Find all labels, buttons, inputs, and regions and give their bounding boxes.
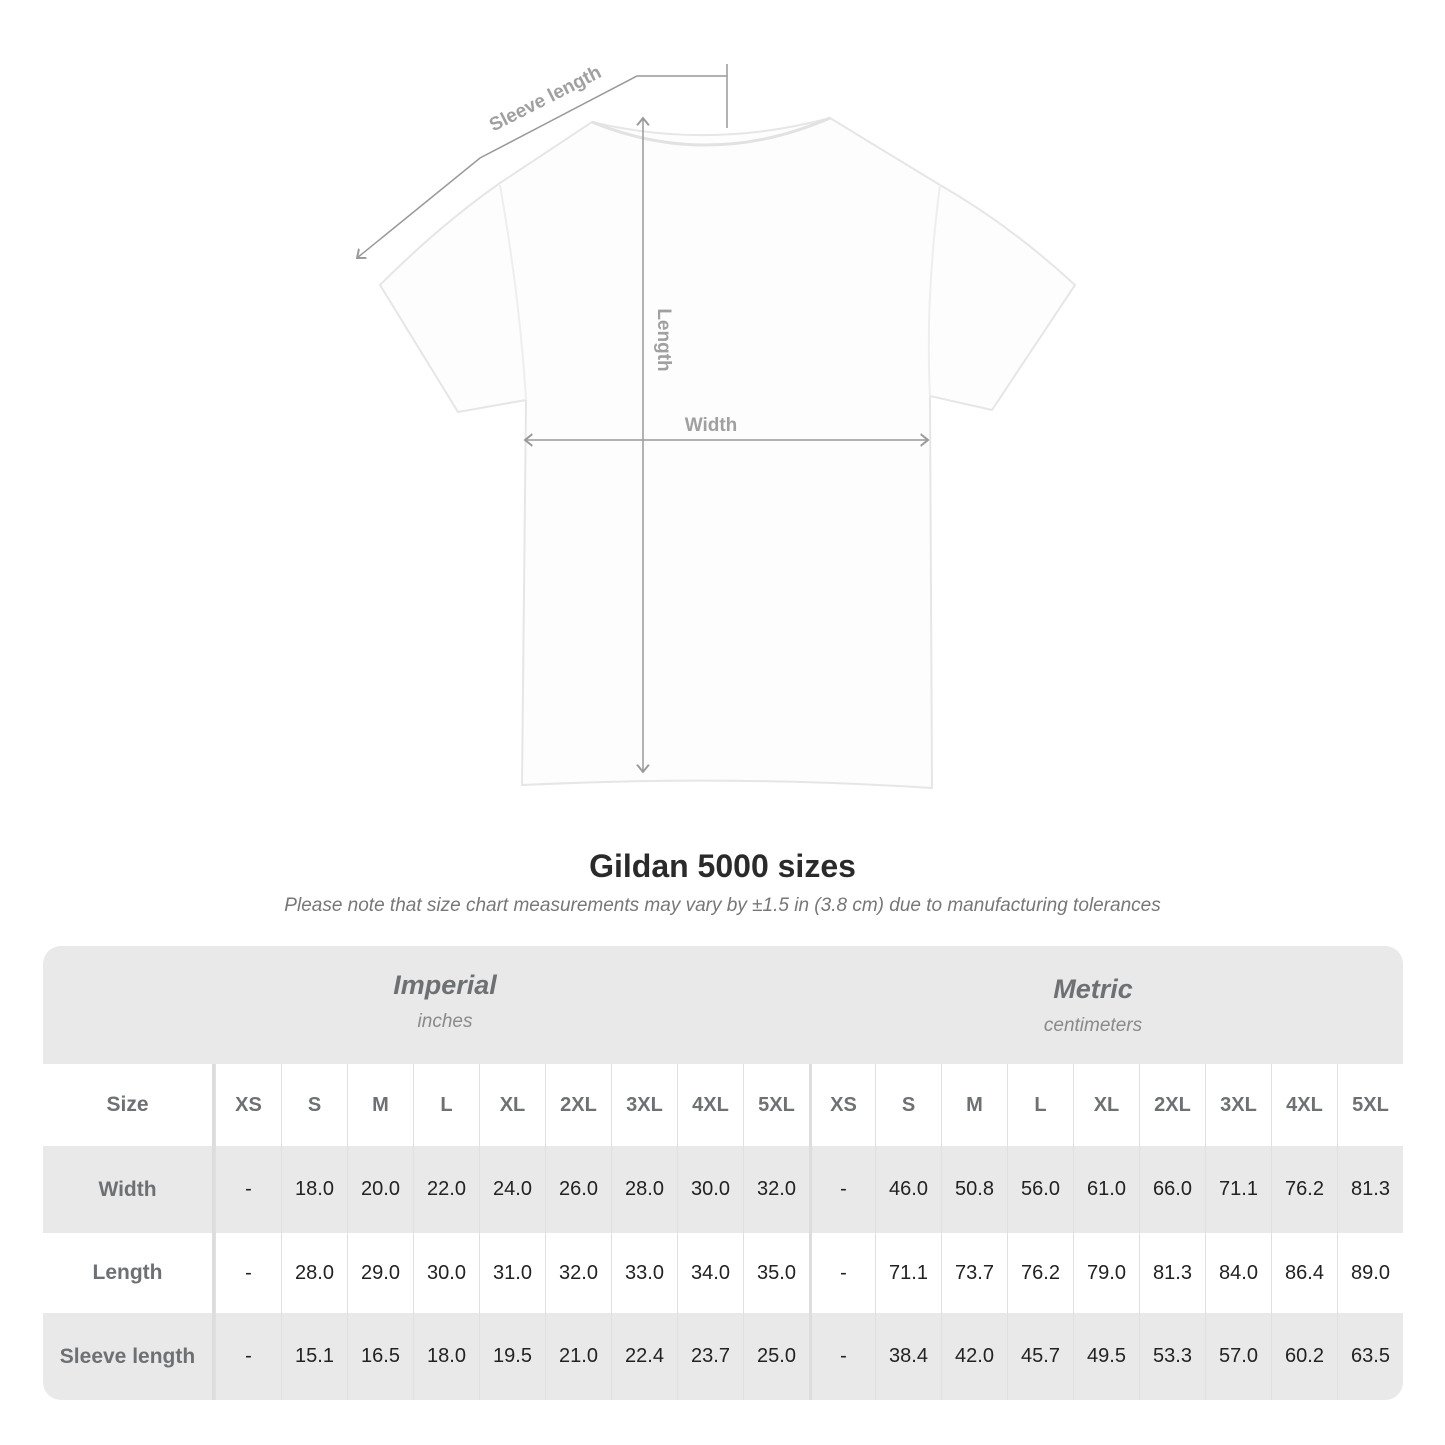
table-cell: 28.0 — [281, 1233, 347, 1313]
table-cell: 20.0 — [347, 1146, 413, 1233]
table-cell: 31.0 — [479, 1233, 545, 1313]
table-cell: 53.3 — [1139, 1313, 1205, 1400]
table-cell: 61.0 — [1073, 1146, 1139, 1233]
table-cell: 76.2 — [1271, 1146, 1337, 1233]
imperial-header: Imperial inches — [195, 970, 695, 1033]
table-cell: 73.7 — [941, 1233, 1007, 1313]
table-cell: 3XL — [1205, 1064, 1271, 1146]
table-cell: 24.0 — [479, 1146, 545, 1233]
table-cell: 84.0 — [1205, 1233, 1271, 1313]
table-cell: XS — [809, 1064, 875, 1146]
table-row: Width -18.0 20.0 22.0 24.0 26.0 28.0 30.0 32.0-4… — [43, 1146, 1403, 1233]
table-cell: 22.0 — [413, 1146, 479, 1233]
metric-title: Metric — [1053, 974, 1133, 1004]
table-cell: 49.5 — [1073, 1313, 1139, 1400]
table-cell: 18.0 — [413, 1313, 479, 1400]
row-label: Width — [43, 1146, 215, 1233]
table-cell: 22.4 — [611, 1313, 677, 1400]
table-cell: 66.0 — [1139, 1146, 1205, 1233]
table-cell: 4XL — [677, 1064, 743, 1146]
table-cell: - — [809, 1146, 875, 1233]
table-cell: 34.0 — [677, 1233, 743, 1313]
sleeve-length-measure — [357, 64, 728, 258]
imperial-title: Imperial — [393, 970, 497, 1000]
table-cell: - — [215, 1233, 281, 1313]
table-cell: 18.0 — [281, 1146, 347, 1233]
table-cell: S — [281, 1064, 347, 1146]
table-row: Sleeve length -15.1 16.5 18.0 19.5 21.0 22.4 23… — [43, 1313, 1403, 1400]
table-cell: 79.0 — [1073, 1233, 1139, 1313]
width-label: Width — [685, 415, 738, 436]
table-cell: 16.5 — [347, 1313, 413, 1400]
table-row: Length -28.0 29.0 30.0 31.0 32.0 33.0 34.0 35.0-… — [43, 1233, 1403, 1313]
table-cell: 32.0 — [743, 1146, 809, 1233]
units-header: Imperial inches Metric centimeters — [43, 946, 1403, 1064]
table-cell: 2XL — [1139, 1064, 1205, 1146]
table-cell: L — [413, 1064, 479, 1146]
table-cell: 3XL — [611, 1064, 677, 1146]
page-title: Gildan 5000 sizes — [589, 848, 856, 884]
table-cell: 35.0 — [743, 1233, 809, 1313]
size-table: Imperial inches Metric centimeters Size X… — [43, 946, 1403, 1400]
table-cell: 30.0 — [677, 1146, 743, 1233]
table-cell: 33.0 — [611, 1233, 677, 1313]
table-cell: 26.0 — [545, 1146, 611, 1233]
table-cell: - — [809, 1233, 875, 1313]
table-cell: 89.0 — [1337, 1233, 1403, 1313]
table-cell: 25.0 — [743, 1313, 809, 1400]
table-cell: 28.0 — [611, 1146, 677, 1233]
metric-unit: centimeters — [1043, 1015, 1143, 1036]
table-cell: 50.8 — [941, 1146, 1007, 1233]
row-label: Size — [43, 1064, 215, 1146]
table-cell: XS — [215, 1064, 281, 1146]
table-cell: 81.3 — [1337, 1146, 1403, 1233]
row-label: Length — [43, 1233, 215, 1313]
table-cell: 86.4 — [1271, 1233, 1337, 1313]
table-cell: 56.0 — [1007, 1146, 1073, 1233]
table-cell: M — [347, 1064, 413, 1146]
table-cell: 5XL — [1337, 1064, 1403, 1146]
table-cell: 46.0 — [875, 1146, 941, 1233]
table-cell: 60.2 — [1271, 1313, 1337, 1400]
table-cell: 45.7 — [1007, 1313, 1073, 1400]
table-cell: 81.3 — [1139, 1233, 1205, 1313]
length-label: Length — [653, 308, 674, 371]
table-cell: 71.1 — [1205, 1146, 1271, 1233]
table-cell: 2XL — [545, 1064, 611, 1146]
table-cell: M — [941, 1064, 1007, 1146]
table-cell: 4XL — [1271, 1064, 1337, 1146]
table-cell: - — [809, 1313, 875, 1400]
table-cell: XL — [479, 1064, 545, 1146]
tshirt-diagram: Sleeve length Length Width — [0, 62, 1077, 790]
table-cell: 21.0 — [545, 1313, 611, 1400]
metric-header: Metric centimeters — [843, 974, 1343, 1037]
table-cell: XL — [1073, 1064, 1139, 1146]
table-cell: S — [875, 1064, 941, 1146]
table-cell: - — [215, 1146, 281, 1233]
table-cell: 23.7 — [677, 1313, 743, 1400]
size-header-row: Size XS S M L XL 2XL 3XL 4XL 5XL XS S M L XL 2XL 3XL 4XL 5… — [43, 1064, 1403, 1146]
table-cell: 30.0 — [413, 1233, 479, 1313]
table-cell: 76.2 — [1007, 1233, 1073, 1313]
table-cell: 32.0 — [545, 1233, 611, 1313]
table-cell: 29.0 — [347, 1233, 413, 1313]
tshirt-shape — [378, 116, 1077, 790]
table-cell: 57.0 — [1205, 1313, 1271, 1400]
table-cell: 19.5 — [479, 1313, 545, 1400]
table-cell: 71.1 — [875, 1233, 941, 1313]
imperial-unit: inches — [417, 1011, 473, 1032]
table-cell: 42.0 — [941, 1313, 1007, 1400]
row-label: Sleeve length — [43, 1313, 215, 1400]
table-cell: L — [1007, 1064, 1073, 1146]
table-cell: 5XL — [743, 1064, 809, 1146]
table-cell: 63.5 — [1337, 1313, 1403, 1400]
table-cell: - — [215, 1313, 281, 1400]
tolerance-note: Please note that size chart measurements… — [284, 895, 1161, 916]
table-cell: 15.1 — [281, 1313, 347, 1400]
table-cell: 38.4 — [875, 1313, 941, 1400]
